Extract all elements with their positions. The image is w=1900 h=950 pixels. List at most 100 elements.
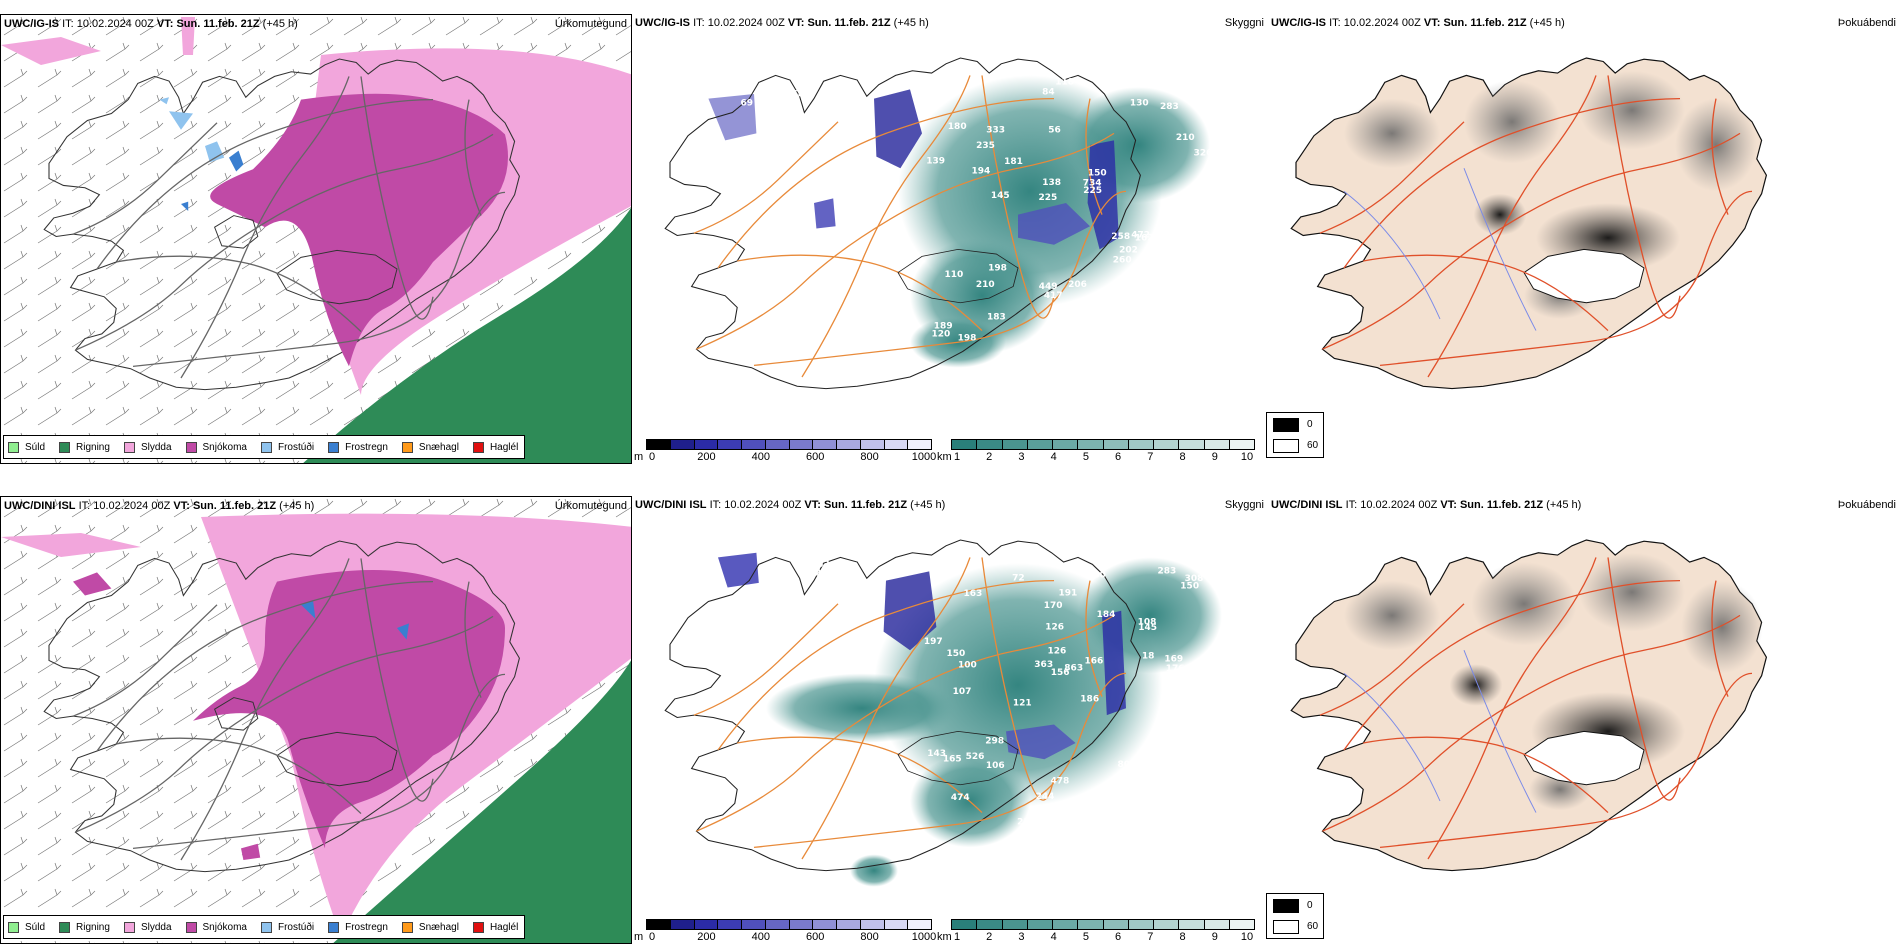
panel-header: UWC/DINI ISL IT: 10.02.2024 00Z VT: Sun.… (1271, 499, 1582, 511)
ceiling-label: 118 (1055, 78, 1074, 88)
colorbar-tick: 400 (751, 451, 770, 463)
ceiling-label: 18 (1142, 652, 1155, 662)
ceiling-label: 150 (1088, 169, 1107, 179)
panel-header: UWC/DINI ISL IT: 10.02.2024 00Z VT: Sun.… (635, 499, 946, 511)
legend-swatch (8, 921, 19, 933)
ceiling-label: 100 (958, 661, 977, 671)
fog-legend: 0 60 (1266, 412, 1324, 458)
colorbar-tick: 5 (1082, 451, 1089, 463)
ceiling-labels: 69 76 65 68 61 77 56 150 162 180 84 182 258 326 225 449… (741, 78, 1241, 344)
panel-title: Úrkomutegund (554, 18, 627, 30)
visibility-colorbar: km 1 2 3 4 5 6 7 8 9 10 (937, 917, 1257, 944)
ceiling-label: 805 (1118, 760, 1137, 770)
ceiling-label: 180 (948, 122, 967, 132)
ceiling-label: 444 (1185, 288, 1204, 298)
ceiling-label: 160 (1173, 787, 1192, 797)
ceiling-label: 283 (1158, 567, 1177, 577)
precip-legend: Súld Rigning Slydda Snjókoma Frostúði Fr… (3, 435, 526, 459)
legend-swatch (260, 921, 272, 933)
fog-legend: 0 60 (1266, 893, 1324, 939)
ceiling-label: 138 (1042, 178, 1061, 188)
ceiling-label: 235 (976, 141, 995, 151)
ceiling-label: 89 (1173, 775, 1186, 785)
colorbar-tick: 2 (986, 451, 993, 463)
ceiling-label: 150 (1180, 582, 1199, 592)
ceiling-label: 204 (1174, 677, 1193, 687)
fog-panel-row2: UWC/DINI ISL IT: 10.02.2024 00Z VT: Sun.… (1268, 496, 1900, 944)
ceiling-label: 76 (782, 592, 795, 602)
visibility-colorbar: km 1 2 3 4 5 6 7 8 9 10 (937, 437, 1257, 464)
legend-item: Slydda (123, 441, 172, 453)
ceiling-label: 56 (1048, 125, 1061, 135)
legend-item: Súld (8, 921, 45, 933)
ceiling-label: 86 (742, 625, 755, 635)
ceiling-label: 126 (1045, 623, 1064, 633)
ceiling-label: 108 (1138, 618, 1157, 628)
ceiling-label: 225 (1039, 193, 1058, 203)
legend-swatch (1273, 418, 1299, 432)
legend-item: Slydda (123, 921, 172, 933)
ceiling-label: 273 (1203, 567, 1222, 577)
ceiling-label: 53 (817, 560, 830, 570)
ceiling-label: 417 (1044, 291, 1063, 301)
snow-area (193, 570, 506, 849)
ceiling-label: 68 (792, 89, 805, 99)
ceiling-label: 110 (945, 270, 964, 280)
ceiling-label: 280 (1088, 817, 1107, 827)
ceiling-label: 244 (1036, 792, 1055, 802)
legend-swatch (472, 441, 484, 453)
ceiling-label: 225 (1083, 186, 1102, 196)
ceiling-label: 478 (1051, 777, 1070, 787)
ceiling-label: 308 (1185, 574, 1204, 584)
ceiling-label: 79 (1217, 665, 1230, 675)
colorbar-tick: 1 (953, 931, 961, 943)
ceiling-label: 189 (934, 322, 953, 332)
colorbar-tick: 3 (1018, 451, 1025, 463)
precip-type-map (1, 497, 631, 943)
legend-item: Frostúði (260, 921, 314, 933)
ceiling-label: 106 (986, 761, 1005, 771)
ceiling-label: 255 (815, 569, 834, 579)
legend-item: Rigning (59, 921, 110, 933)
panel-title: Skyggni (1224, 499, 1264, 511)
ceiling-label: 182 (1219, 747, 1238, 757)
ceiling-label: 84 (1042, 87, 1055, 97)
colorbar-tick: 200 (697, 451, 716, 463)
ceiling-label: 333 (986, 126, 1005, 136)
legend-swatch (8, 441, 19, 453)
ceiling-label: 202 (1119, 245, 1138, 255)
ceiling-label: 194 (972, 166, 991, 176)
ceiling-label: 145 (1138, 623, 1157, 633)
ceiling-labels: 5376742558686721212804114782831829810010… (742, 560, 1237, 828)
ceiling-label: 198 (958, 334, 977, 344)
colorbar-tick: 0 (648, 451, 656, 463)
panel-header: UWC/DINI ISL IT: 10.02.2024 00Z VT: Sun.… (4, 500, 315, 512)
ceiling-label: 184 (1097, 610, 1116, 620)
panel-header: UWC/IG-IS IT: 10.02.2024 00Z VT: Sun. 11… (635, 17, 929, 29)
panel-title: Þokuábendi (1837, 17, 1896, 29)
visibility-map: 69 76 65 68 61 77 56 150 162 180 84 182 258 326 225 449… (664, 57, 1241, 390)
colorbar-tick: 3 (1018, 931, 1025, 943)
legend-swatch (59, 441, 71, 453)
visibility-panel-row1: 69 76 65 68 61 77 56 150 162 180 84 182 258 326 225 449… (632, 14, 1268, 464)
legend-swatch (123, 921, 135, 933)
precip-type-panel-row2: UWC/DINI ISL IT: 10.02.2024 00Z VT: Sun.… (0, 496, 632, 944)
legend-swatch (401, 921, 413, 933)
colorbar-tick: 2 (986, 931, 993, 943)
colorbar-tick: 1000 (911, 451, 937, 463)
colorbar-tick: 5 (1082, 931, 1089, 943)
ceiling-label: 124 (1206, 783, 1225, 793)
colorbar-tick: 600 (806, 931, 825, 943)
legend-item: Snæhagl (401, 441, 459, 453)
colorbar-tick: 600 (806, 451, 825, 463)
colorbar-tick: 4 (1050, 931, 1057, 943)
legend-item: Frostregn (328, 441, 388, 453)
ceiling-label: 283 (1160, 102, 1179, 112)
legend-item: Frostregn (328, 921, 388, 933)
colorbar-tick: 1000 (911, 931, 937, 943)
ceiling-colorbar: m 0 200 400 600 800 1000 (634, 437, 937, 464)
ceiling-label: 69 (741, 99, 754, 109)
legend-item: Haglél (472, 441, 518, 453)
legend-swatch (1273, 899, 1299, 913)
legend-item: Haglél (472, 921, 518, 933)
